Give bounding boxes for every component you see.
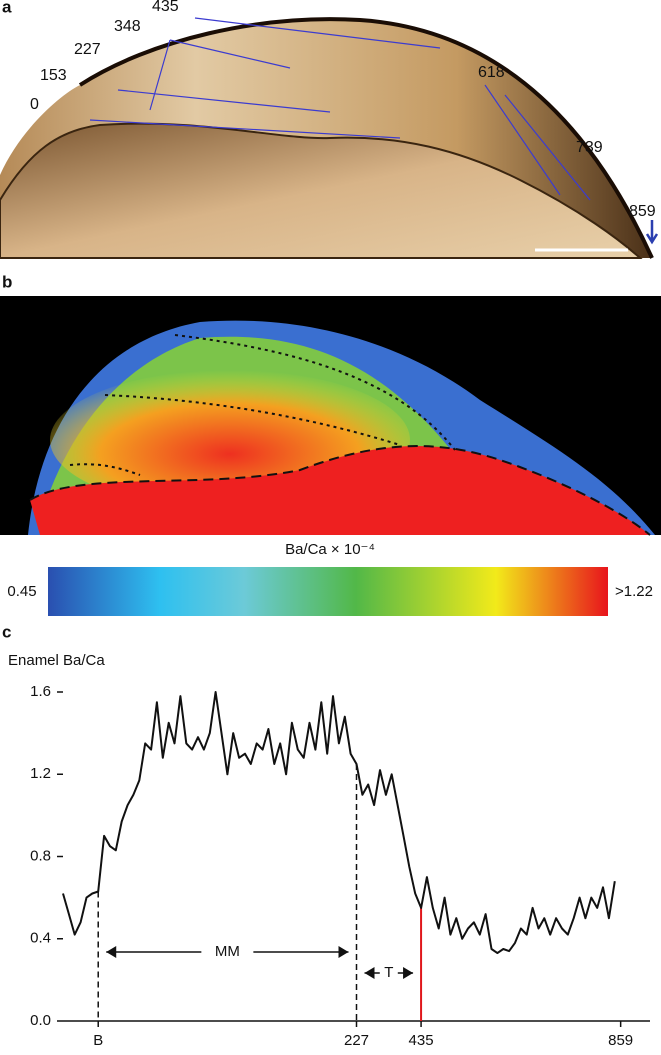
panel-b: b Ba/Ca × 10⁻⁴ 0.45 >1.22 [0,272,661,616]
panel-a: a 0 153 227 348 435 618 739 859 [0,0,659,259]
y-tick-label: 1.2 [30,765,51,782]
arrow [645,220,659,245]
position-label: 739 [576,139,603,156]
x-tick-label: 859 [608,1032,633,1049]
x-tick-label: B [93,1032,103,1049]
position-label: 0 [30,96,39,113]
panel-c: c Enamel Ba/Ca 0.0 0.4 0.8 1.2 1.6 B 227 435 859… [2,622,650,1049]
position-label: 618 [478,64,505,81]
position-label: 859 [629,203,656,220]
span-label: MM [215,943,240,960]
panel-label: b [2,272,12,291]
position-label: 435 [152,0,179,15]
data-line [62,691,616,955]
position-label: 153 [40,67,67,84]
growth-lines [89,17,591,201]
panel-label: a [2,0,12,16]
tooth-dentin [0,122,643,259]
map-dotted-lines [69,334,456,476]
y-axis-label: Enamel Ba/Ca [8,652,105,669]
y-tick-label: 0.0 [30,1012,51,1029]
colorbar-title: Ba/Ca × 10⁻⁴ [285,541,375,558]
arrow-head [364,967,414,979]
colorbar-max: >1.22 [615,583,653,600]
colorbar [48,567,608,616]
panel-label: c [2,622,11,641]
dentin-boundary [29,445,651,536]
y-tick-label: 0.8 [30,847,51,864]
tooth-outline [78,17,654,259]
x-tick-label: 227 [344,1032,369,1049]
position-label: 348 [114,18,141,35]
y-tick-label: 0.4 [30,930,51,947]
colorbar-min: 0.45 [7,583,36,600]
position-label: 227 [74,41,101,58]
span-label: T [384,964,393,981]
x-tick-label: 435 [409,1032,434,1049]
map-dentin [30,446,650,535]
y-tick-label: 1.6 [30,683,51,700]
